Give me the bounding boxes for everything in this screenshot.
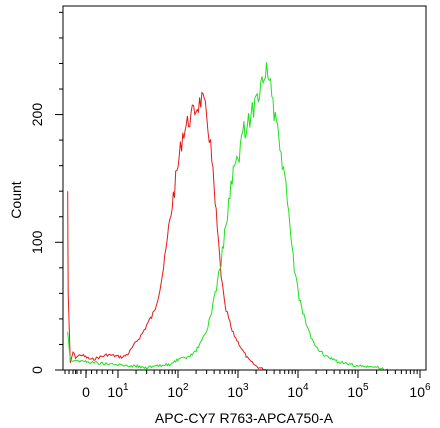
y-axis-label: Count bbox=[8, 181, 24, 218]
histogram-series-2 bbox=[67, 62, 388, 371]
histogram-series-1 bbox=[67, 91, 267, 371]
y-tick-label: 200 bbox=[29, 103, 45, 127]
data-layer bbox=[67, 62, 388, 371]
x-tick-label: 102 bbox=[167, 382, 189, 400]
y-tick-label: 0 bbox=[29, 366, 45, 374]
y-tick-label: 100 bbox=[29, 230, 45, 254]
x-axis-label: APC-CY7 R763-APCA750-A bbox=[155, 410, 334, 426]
x-tick-label: 0 bbox=[82, 384, 90, 400]
x-tick-label: 104 bbox=[287, 382, 309, 400]
x-tick-label: 101 bbox=[107, 382, 129, 400]
x-tick-label: 103 bbox=[227, 382, 249, 400]
plot-frame bbox=[62, 5, 427, 371]
y-axis: 0 100 200 bbox=[29, 11, 63, 374]
x-axis: 0 101 102 103 104 105 106 bbox=[63, 369, 431, 400]
x-tick-label: 106 bbox=[409, 382, 431, 400]
x-tick-label: 105 bbox=[347, 382, 369, 400]
